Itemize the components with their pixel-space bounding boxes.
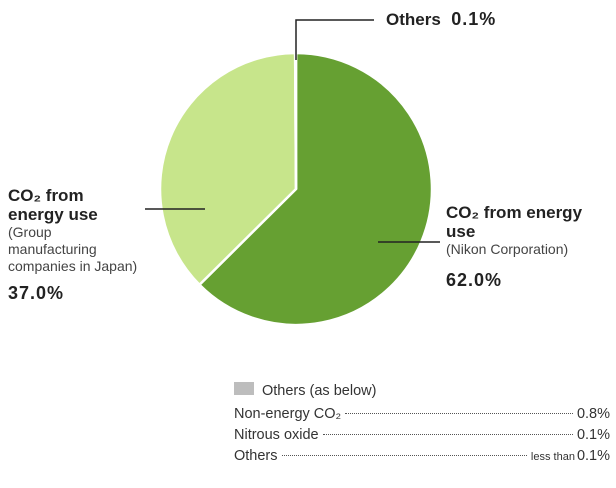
breakdown: Others (as below) Non-energy CO₂ 0.8% Nitr… [234,382,610,469]
legend-swatch [234,382,254,395]
pie-slice [293,51,298,190]
slice-value: 37.0% [8,283,65,303]
leader [345,413,573,414]
slice-name: CO₂ from energy use [8,186,98,224]
slice-value: 0.1% [451,9,497,29]
slice-name: Others [386,10,441,29]
slices [158,51,434,327]
breakdown-row: Others less than 0.1% [234,448,610,469]
slice-label: Others 0.1% [386,9,496,30]
leader [322,434,573,435]
slice-label: CO₂ from energy use (Nikon Corporation) … [446,203,586,291]
pie-slice [158,51,298,287]
row-value: 0.1% [576,448,610,464]
row-label: Non-energy CO₂ [234,406,342,422]
slice-note: (Nikon Corporation) [446,241,569,257]
row-label: Nitrous oxide [234,427,319,443]
breakdown-row: Nitrous oxide 0.1% [234,427,610,448]
slice-value: 62.0% [446,270,503,290]
breakdown-title: Others (as below) [262,383,377,399]
row-value: 0.1% [576,427,610,443]
slice-note: (Group manufacturing companies in Japan) [8,224,138,274]
row-value: 0.8% [576,406,610,422]
row-label: Others [234,448,278,464]
row-prefix: less than [530,451,575,463]
breakdown-title-row: Others (as below) [234,382,610,403]
breakdown-row: Non-energy CO₂ 0.8% [234,406,610,427]
leader [281,455,527,456]
slice-name: CO₂ from energy use [446,203,583,241]
slice-label: CO₂ from energy use (Group manufacturing… [8,186,142,304]
leader-line [295,19,374,60]
